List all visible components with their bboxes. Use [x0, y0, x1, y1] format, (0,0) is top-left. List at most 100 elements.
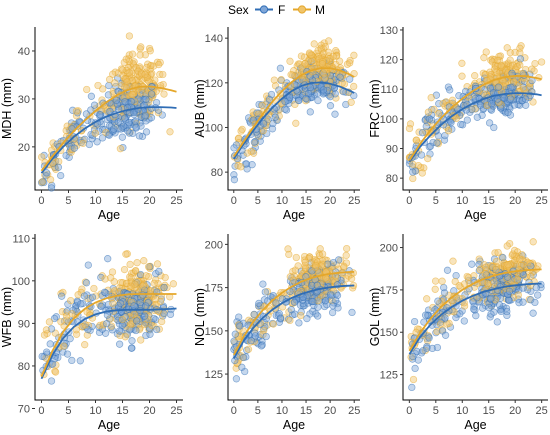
point-m	[509, 250, 517, 258]
legend: Sex F M	[228, 3, 325, 17]
point-m	[72, 107, 81, 115]
point-f	[446, 86, 454, 94]
point-f	[422, 122, 430, 131]
y-tick-label: 130	[380, 25, 398, 37]
point-m	[143, 63, 151, 72]
point-f	[443, 266, 452, 274]
point-f	[306, 108, 314, 116]
point-f	[142, 302, 150, 310]
point-m	[128, 50, 137, 58]
point-m	[237, 163, 245, 171]
point-f	[329, 258, 338, 267]
point-m	[144, 263, 153, 271]
point-f	[303, 314, 311, 323]
point-f	[152, 325, 161, 334]
point-f	[80, 292, 89, 300]
point-m	[490, 278, 498, 286]
point-f	[155, 267, 163, 276]
point-f	[495, 301, 504, 309]
point-f	[309, 297, 317, 306]
point-f	[139, 291, 147, 299]
point-m	[38, 178, 46, 186]
point-f	[232, 375, 241, 383]
point-f	[141, 111, 149, 120]
point-f	[90, 101, 99, 109]
point-m	[74, 291, 82, 299]
trend-line-f	[40, 106, 177, 174]
point-f	[42, 169, 51, 177]
point-f	[348, 308, 356, 317]
axes-frame	[34, 27, 183, 191]
point-m	[289, 276, 297, 284]
point-m	[286, 57, 294, 65]
point-f	[321, 297, 329, 305]
axes-frame	[227, 27, 360, 191]
x-axis-title: Age	[283, 418, 305, 432]
point-f	[534, 291, 542, 299]
x-tick-label: 25	[170, 195, 182, 207]
point-m	[516, 61, 524, 69]
x-tick-label: 15	[483, 195, 495, 207]
point-f	[250, 138, 259, 146]
point-m	[161, 273, 169, 282]
point-f	[409, 352, 417, 361]
point-m	[118, 315, 127, 324]
y-tick-label: 110	[12, 233, 30, 245]
point-f	[125, 119, 133, 127]
point-f	[519, 284, 527, 292]
point-m	[169, 280, 178, 288]
point-f	[314, 303, 322, 311]
point-f	[127, 344, 136, 352]
point-m	[347, 275, 356, 283]
point-m	[431, 277, 440, 285]
point-f	[423, 344, 431, 352]
point-f	[119, 124, 128, 133]
point-f	[103, 319, 111, 328]
point-m	[142, 272, 150, 280]
point-m	[154, 109, 162, 117]
legend-label-f: F	[278, 3, 285, 17]
y-tick-label: 100	[380, 114, 398, 126]
point-m	[294, 262, 302, 270]
scatter-points	[37, 32, 174, 192]
point-f	[434, 297, 442, 305]
point-f	[290, 298, 299, 307]
point-m	[60, 342, 68, 350]
x-tick-label: 25	[348, 405, 360, 417]
x-tick-label: 25	[348, 195, 360, 207]
point-f	[76, 357, 84, 365]
point-f	[147, 104, 156, 112]
point-f	[127, 97, 135, 106]
point-f	[100, 288, 109, 296]
point-m	[513, 276, 521, 284]
y-tick-label: 175	[205, 283, 223, 295]
point-m	[516, 255, 524, 263]
point-f	[425, 115, 434, 123]
point-f	[84, 261, 92, 269]
point-f	[57, 171, 65, 180]
x-tick-label: 10	[276, 405, 288, 417]
point-f	[258, 101, 266, 109]
point-f	[251, 332, 260, 340]
point-m	[81, 341, 89, 349]
point-m	[128, 76, 137, 85]
x-tick-label: 5	[65, 195, 71, 207]
x-axis-title: Age	[283, 208, 305, 222]
point-m	[125, 32, 134, 40]
point-m	[120, 265, 129, 274]
point-f	[128, 337, 136, 345]
point-f	[469, 298, 477, 306]
point-f	[85, 140, 94, 149]
scatter-points	[405, 42, 546, 183]
y-tick-label: 80	[386, 173, 398, 185]
point-f	[529, 309, 537, 317]
point-m	[51, 163, 59, 171]
point-m	[318, 60, 326, 68]
scatter-points	[38, 250, 178, 385]
point-f	[421, 311, 430, 319]
point-f	[62, 151, 70, 160]
y-tick-label: 70	[18, 404, 30, 416]
point-m	[132, 266, 140, 275]
x-tick-label: 5	[65, 405, 71, 417]
point-f	[82, 279, 91, 287]
